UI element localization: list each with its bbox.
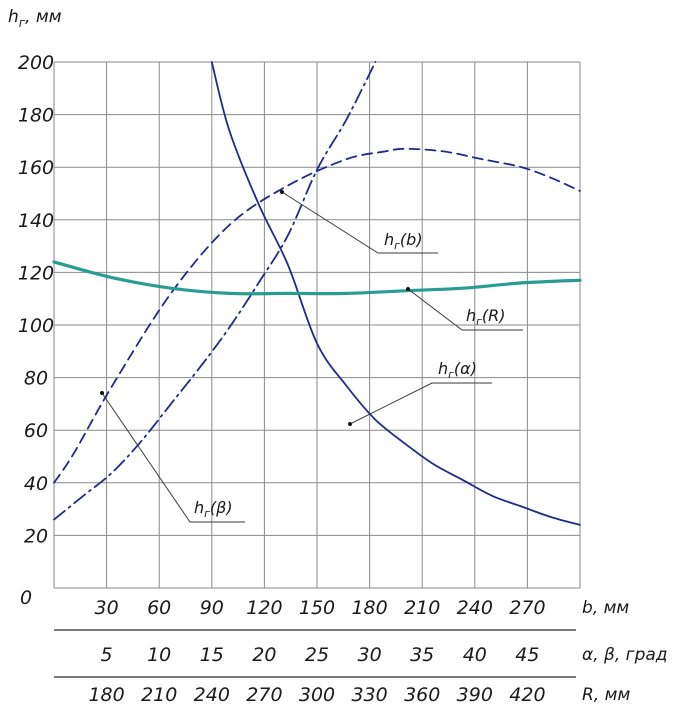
- y-axis-ticks: 0 20 40 60 80 100 120 140 160 180 200: [18, 52, 54, 609]
- y-tick-label: 20: [24, 525, 48, 547]
- x-tick-label-angle: 5: [101, 644, 113, 666]
- x-axes: 30 60 90 120 150 180 210 240 270 b, мм 5 10 15 20 25 30…: [54, 597, 668, 706]
- leader-dot-hbeta: [100, 391, 104, 395]
- curve-label-main: h: [466, 306, 476, 325]
- x-tick-label-R: 330: [351, 684, 387, 706]
- curve-label-halpha: hг(α): [438, 359, 477, 381]
- y-tick-label: 100: [18, 315, 54, 337]
- x-tick-label-b: 180: [351, 597, 387, 619]
- leader-dot-hb: [280, 190, 284, 194]
- x-axis-label-R: R, мм: [582, 685, 630, 705]
- y-axis-label-main: h: [8, 7, 19, 27]
- x-tick-label-b: 270: [509, 597, 545, 619]
- curve-label-hb: hг(b): [384, 230, 423, 252]
- leader-line-halpha: [350, 383, 492, 424]
- x-tick-label-b: 60: [147, 597, 171, 619]
- x-tick-label-R: 210: [141, 684, 177, 706]
- x-axis-label-angle: α, β, град: [582, 645, 668, 665]
- curve-label-main: h: [384, 230, 394, 249]
- x-tick-label-b: 90: [200, 597, 224, 619]
- x-tick-label-angle: 45: [515, 644, 539, 666]
- leader-dot-halpha: [348, 422, 352, 426]
- x-tick-label-b: 30: [95, 597, 119, 619]
- curve-label-hR: hг(R): [466, 306, 506, 328]
- x-tick-label-b: 150: [299, 597, 335, 619]
- curve-label-arg: (R): [482, 306, 506, 325]
- x-tick-label-angle: 20: [252, 644, 276, 666]
- y-tick-label: 60: [24, 420, 48, 442]
- x-tick-label-angle: 15: [200, 644, 224, 666]
- curve-label-main: h: [194, 498, 204, 517]
- curve-label-main: h: [438, 359, 448, 378]
- curve-hbeta: [54, 62, 375, 520]
- y-tick-label: 180: [18, 105, 54, 127]
- x-tick-label-R: 390: [457, 684, 493, 706]
- x-tick-label-angle: 30: [358, 644, 382, 666]
- y-axis-label: hг, мм: [8, 7, 62, 30]
- x-tick-label-R: 420: [509, 684, 545, 706]
- x-tick-label-angle: 35: [410, 644, 434, 666]
- curve-label-hbeta: hг(β): [194, 498, 233, 520]
- x-tick-label-R: 300: [299, 684, 335, 706]
- curve-label-arg: (α): [454, 359, 477, 378]
- y-axis-label-unit: , мм: [25, 7, 62, 27]
- x-tick-label-b: 240: [457, 597, 493, 619]
- x-axis-label-b: b, мм: [582, 598, 629, 618]
- x-tick-label-angle: 10: [147, 644, 171, 666]
- x-tick-label-b: 120: [246, 597, 282, 619]
- y-tick-label: 140: [18, 210, 54, 232]
- y-tick-label: 40: [24, 473, 48, 495]
- x-tick-label-angle: 40: [463, 644, 487, 666]
- y-tick-label: 120: [18, 262, 54, 284]
- y-tick-label: 160: [18, 157, 54, 179]
- x-tick-label-angle: 25: [305, 644, 329, 666]
- x-tick-label-b: 210: [404, 597, 440, 619]
- curve-label-arg: (β): [210, 498, 233, 517]
- curve-label-arg: (b): [400, 230, 423, 249]
- x-tick-label-R: 240: [194, 684, 230, 706]
- x-tick-label-R: 270: [246, 684, 282, 706]
- x-tick-label-R: 360: [404, 684, 440, 706]
- y-tick-label: 200: [18, 52, 54, 74]
- x-tick-label-R: 180: [88, 684, 124, 706]
- chart-annotations: hг(b) hг(R) hг(α) hг(β): [100, 190, 523, 522]
- leader-dot-hR: [406, 287, 410, 291]
- y-tick-label: 0: [20, 587, 32, 609]
- chart-grid: [54, 62, 580, 588]
- y-tick-label: 80: [24, 368, 48, 390]
